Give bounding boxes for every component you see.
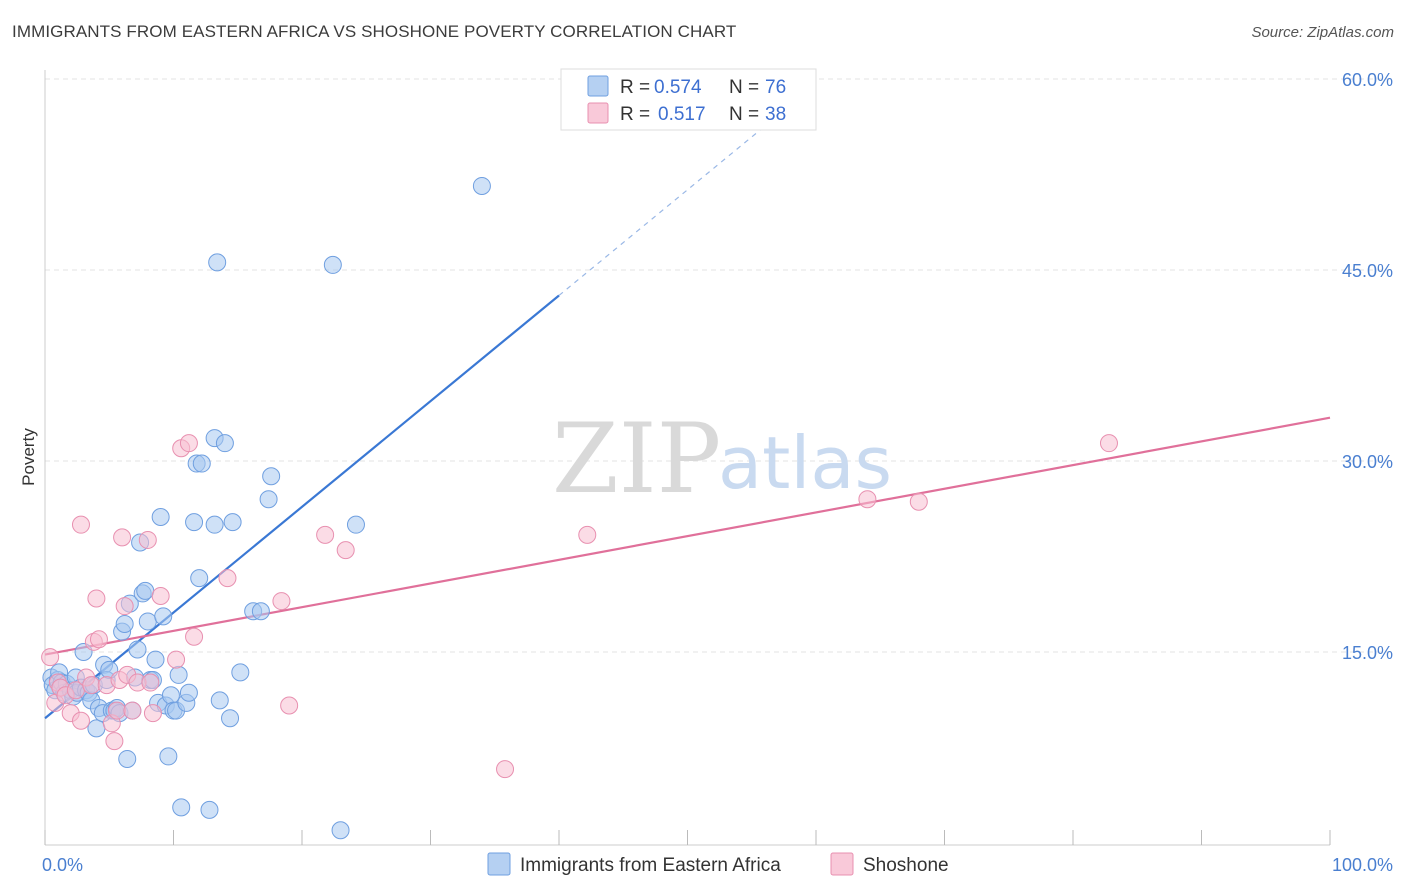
point-series-2-25 [141, 673, 160, 692]
point-series-1-70 [259, 490, 278, 509]
point-series-2-19 [113, 528, 132, 547]
y-tick-label-3: 60.0% [1342, 70, 1393, 90]
point-series-1-45 [154, 607, 173, 626]
point-series-1-59 [200, 800, 219, 819]
x-tick-label-1: 100.0% [1332, 855, 1393, 875]
stats-legend: R = 0.574 N = 76 R = 0.517 N = 38 [560, 68, 817, 131]
legend-swatch-series-1 [587, 75, 609, 97]
legend-r-label-2: R = [620, 104, 650, 125]
point-series-2-12 [87, 589, 106, 608]
trend-line-series-1 [44, 294, 560, 720]
point-series-2-41 [1099, 434, 1118, 453]
point-series-1-48 [161, 686, 180, 705]
point-series-2-37 [496, 760, 515, 779]
point-series-1-61 [210, 691, 229, 710]
watermark-atlas: atlas [718, 421, 892, 505]
point-series-2-22 [123, 701, 142, 720]
point-series-1-51 [169, 665, 188, 684]
point-series-2-40 [909, 492, 928, 511]
point-series-1-71 [262, 467, 281, 486]
point-series-2-17 [107, 701, 126, 720]
legend-r-value-1: 0.574 [654, 77, 702, 98]
point-series-2-13 [89, 630, 108, 649]
point-series-2-24 [138, 530, 157, 549]
point-series-1-63 [208, 253, 227, 272]
point-series-2-39 [858, 490, 877, 509]
point-series-1-73 [331, 821, 350, 840]
point-series-1-57 [190, 569, 209, 588]
axes [44, 70, 1331, 846]
point-series-1-30 [115, 614, 134, 633]
point-series-2-33 [272, 592, 291, 611]
x-tick-labels: 0.0% 100.0% [42, 855, 1393, 875]
point-series-1-75 [472, 176, 491, 195]
y-axis-label: Poverty [19, 428, 38, 486]
x-tick-label-0: 0.0% [42, 855, 83, 875]
point-series-1-72 [323, 255, 342, 274]
point-series-1-58 [192, 454, 211, 473]
point-series-2-34 [280, 696, 299, 715]
point-series-1-62 [205, 515, 224, 534]
series-legend: Immigrants from Eastern Africa Shoshone [487, 852, 949, 876]
watermark-zip: ZIP [552, 403, 721, 515]
point-series-1-31 [118, 749, 137, 768]
legend-r-value-2: 0.517 [658, 104, 706, 125]
point-series-2-0 [41, 648, 60, 667]
data-points [41, 176, 1118, 840]
point-series-2-38 [578, 525, 597, 544]
legend-n-value-1: 76 [765, 77, 786, 98]
point-series-1-66 [223, 513, 242, 532]
point-series-1-52 [172, 798, 191, 817]
point-series-1-55 [185, 513, 204, 532]
point-series-1-35 [128, 640, 147, 659]
point-series-2-31 [185, 627, 204, 646]
series-legend-swatch-2 [830, 852, 854, 876]
point-series-1-69 [251, 602, 270, 621]
series-legend-swatch-1 [487, 852, 511, 876]
chart-title: IMMIGRANTS FROM EASTERN AFRICA VS SHOSHO… [12, 22, 737, 41]
point-series-2-35 [316, 525, 335, 544]
point-series-2-10 [82, 676, 101, 695]
point-series-2-8 [71, 515, 90, 534]
legend-n-label-2: N = [729, 104, 759, 125]
gridlines [45, 78, 1393, 653]
watermark: ZIP atlas [552, 403, 892, 515]
trend-lines [44, 83, 1331, 720]
y-tick-label-0: 15.0% [1342, 643, 1393, 663]
point-series-2-36 [336, 541, 355, 560]
y-tick-label-2: 45.0% [1342, 261, 1393, 281]
point-series-1-44 [151, 508, 170, 527]
point-series-1-42 [146, 650, 165, 669]
point-series-1-67 [231, 663, 250, 682]
point-series-2-28 [167, 650, 186, 669]
source-credit: Source: ZipAtlas.com [1251, 24, 1394, 41]
point-series-2-20 [115, 597, 134, 616]
point-series-2-30 [179, 434, 198, 453]
point-series-2-32 [218, 569, 237, 588]
legend-r-label-1: R = [620, 77, 650, 98]
point-series-1-64 [215, 434, 234, 453]
point-series-2-27 [151, 586, 170, 605]
legend-n-value-2: 38 [765, 104, 786, 125]
legend-n-label-1: N = [729, 77, 759, 98]
point-series-1-19 [87, 719, 106, 738]
point-series-1-38 [136, 581, 155, 600]
series-legend-label-2: Shoshone [863, 855, 949, 876]
series-legend-label-1: Immigrants from Eastern Africa [520, 855, 781, 876]
point-series-1-65 [221, 709, 240, 728]
point-series-1-54 [179, 683, 198, 702]
point-series-1-47 [159, 747, 178, 766]
point-series-1-39 [138, 612, 157, 631]
legend-swatch-series-2 [587, 102, 609, 124]
y-tick-labels: 15.0% 30.0% 45.0% 60.0% [1342, 70, 1393, 663]
point-series-2-7 [71, 711, 90, 730]
point-series-2-26 [143, 704, 162, 723]
point-series-1-74 [346, 515, 365, 534]
y-tick-label-1: 30.0% [1342, 452, 1393, 472]
point-series-2-16 [105, 732, 124, 751]
